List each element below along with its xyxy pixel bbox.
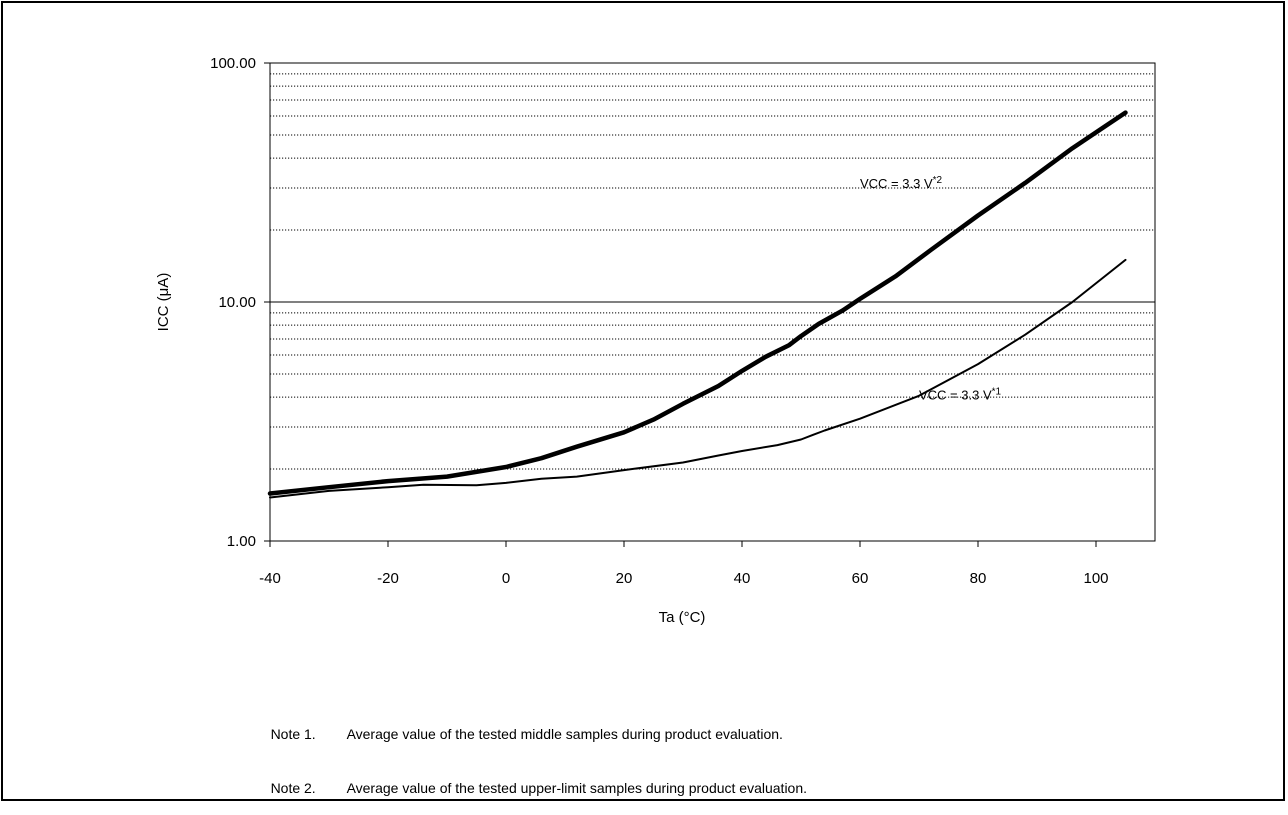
- x-tick-label: -20: [377, 570, 399, 587]
- series-layer: VCC = 3.3 V*2 VCC = 3.3 V*1: [267, 110, 1128, 499]
- x-tick-label: 60: [852, 570, 869, 587]
- series-label-1: VCC = 3.3 V*2: [860, 175, 943, 191]
- x-tick-label: 40: [734, 570, 751, 587]
- chart-svg: VCC = 3.3 V*2 VCC = 3.3 V*1 1.00 10.00 100.…: [155, 55, 1156, 626]
- note-1-label: Note 1.: [270, 726, 316, 742]
- note-2: Note 2. Average value of the tested upper…: [255, 761, 807, 815]
- y-tick-label: 100.00: [210, 55, 256, 72]
- note-1: Note 1. Average value of the tested middl…: [255, 707, 807, 761]
- note-2-label: Note 2.: [270, 780, 316, 796]
- series-label-sup-1: *2: [933, 175, 943, 186]
- x-tick-label: 20: [616, 570, 633, 587]
- y-tick-label: 10.00: [218, 294, 256, 311]
- y-axis-label: ICC (μA): [155, 273, 172, 332]
- grid-layer: [270, 73, 1155, 470]
- y-tick-label: 1.00: [227, 533, 256, 550]
- series-line-1: [267, 110, 1128, 496]
- x-tick-label: 100: [1083, 570, 1108, 587]
- x-axis-label: Ta (°C): [659, 609, 706, 626]
- note-1-text: Average value of the tested middle sampl…: [346, 726, 783, 742]
- notes: Note 1. Average value of the tested middl…: [255, 707, 807, 815]
- x-tick-label: 80: [970, 570, 987, 587]
- x-tick-label: 0: [502, 570, 510, 587]
- axis-layer: 1.00 10.00 100.00 -40 -20 0 20 40 60 80 100: [210, 55, 1108, 587]
- series-label-2: VCC = 3.3 V*1: [919, 387, 1002, 403]
- series-label-sup-2: *1: [992, 387, 1002, 398]
- series-line-2: [269, 258, 1127, 499]
- x-tick-label: -40: [259, 570, 281, 587]
- note-2-text: Average value of the tested upper-limit …: [346, 780, 808, 796]
